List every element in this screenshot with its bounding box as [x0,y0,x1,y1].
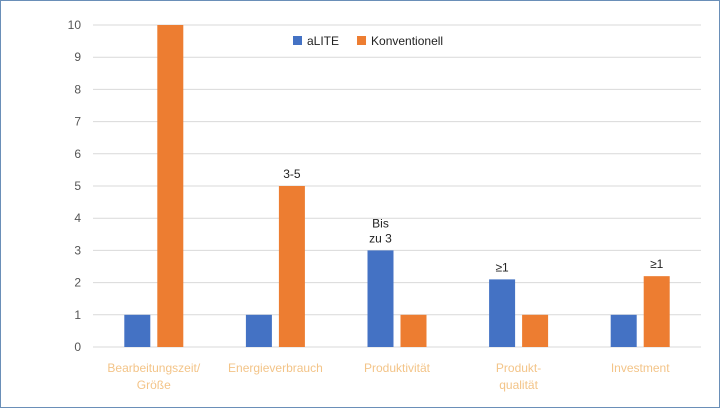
legend-label: aLITE [307,34,339,48]
y-tick-label: 10 [68,18,82,32]
y-tick-label: 5 [74,179,81,193]
y-tick-label: 6 [74,147,81,161]
y-tick-label: 3 [74,243,81,257]
data-label: Bis [372,216,389,230]
x-category-label: qualität [499,378,538,392]
bar-konventionell-1 [278,186,305,347]
bars [124,25,670,347]
bar-konventionell-4 [643,276,670,347]
bar-alite-2 [367,250,394,347]
y-tick-label: 0 [74,340,81,354]
y-tick-label: 7 [74,115,81,129]
data-label: ≥1 [495,260,509,274]
gridlines [93,24,701,348]
data-label: zu 3 [369,231,392,245]
bar-alite-1 [245,314,272,347]
legend: aLITE Konventionell [293,34,443,48]
y-tick-label: 8 [74,82,81,96]
x-category-label: Energieverbrauch [228,361,323,375]
x-category-label: Produkt- [496,361,541,375]
x-category-label: Größe [137,378,171,392]
x-category-label: Investment [611,361,670,375]
y-tick-label: 1 [74,308,81,322]
data-label: ≥1 [650,257,664,271]
data-label: 3-5 [283,167,301,181]
legend-swatch-alite [293,36,302,45]
bar-konventionell-2 [400,314,427,347]
x-category-label: Bearbeitungszeit/ [107,361,200,375]
legend-label: Konventionell [371,34,443,48]
y-tick-label: 4 [74,211,81,225]
bar-konventionell-0 [157,25,184,347]
legend-swatch-konventionell [357,36,367,45]
x-category-label: Produktivität [364,361,431,375]
y-tick-label: 2 [74,276,81,290]
bar-alite-4 [610,314,637,347]
bar-alite-3 [489,279,516,347]
x-axis: Bearbeitungszeit/Größe Energieverbrauch Pr… [107,361,670,392]
y-axis: 0 1 2 3 4 5 6 7 8 9 10 [68,18,82,354]
bar-konventionell-3 [522,314,549,347]
y-tick-label: 9 [74,50,81,64]
bar-alite-0 [124,314,151,347]
